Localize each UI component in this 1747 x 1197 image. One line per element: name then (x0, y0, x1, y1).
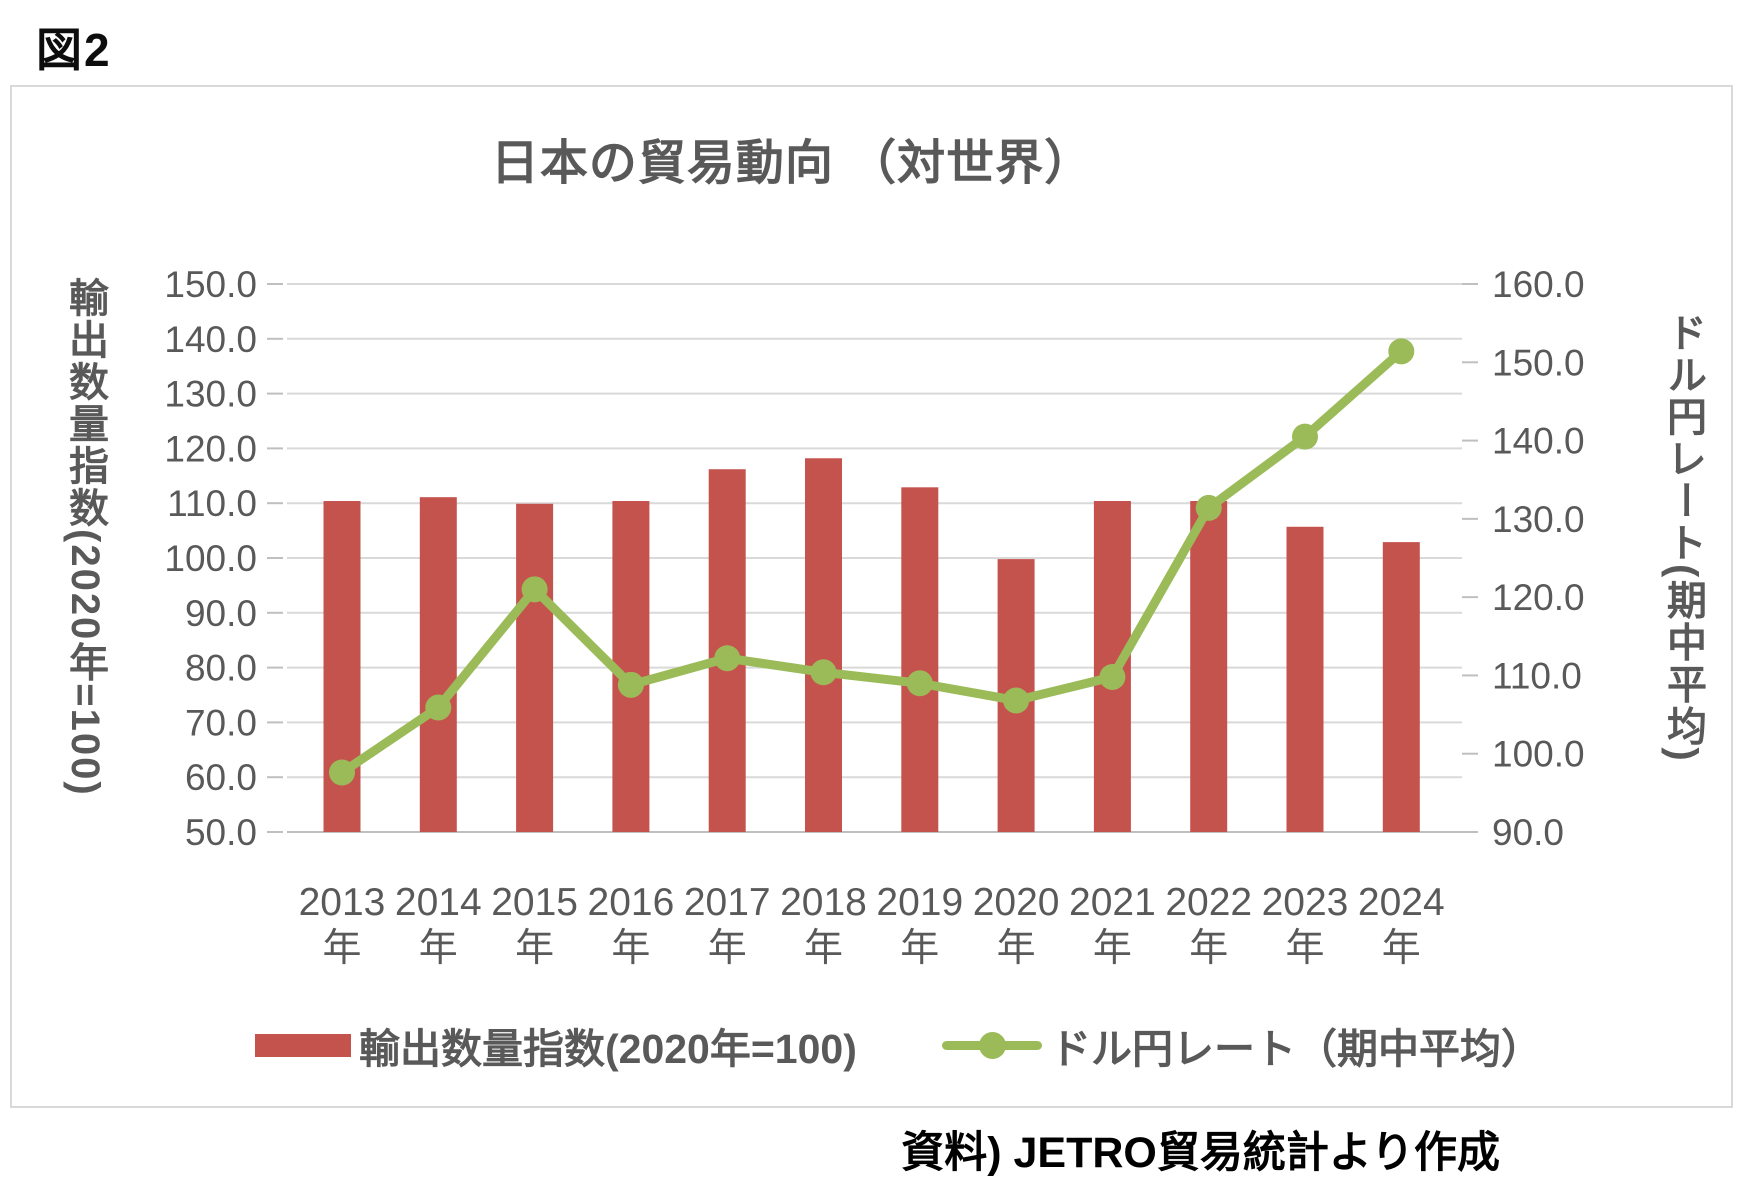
left-axis-tick-label: 120.0 (164, 428, 257, 469)
legend-item-export-index: 輸出数量指数(2020年=100) (255, 1019, 857, 1072)
line-series-marker-icon (942, 1031, 1042, 1059)
x-axis-label-2018: 2018 年 (780, 881, 867, 970)
x-axis-label-2016: 2016 年 (588, 881, 675, 970)
x-axis-label-2020: 2020 年 (973, 881, 1060, 970)
line-point-2017 (714, 645, 741, 672)
x-axis-label-2023: 2023 年 (1262, 881, 1349, 970)
left-axis-tick-label: 60.0 (185, 757, 257, 798)
line-point-2023 (1292, 423, 1318, 450)
source-note: 資料) JETRO貿易統計より作成 (901, 1129, 1500, 1177)
line-point-2019 (906, 670, 933, 697)
bar-2019 (901, 487, 939, 832)
bar-2015 (516, 503, 554, 832)
right-axis-tick-label: 160.0 (1492, 264, 1585, 305)
left-axis-tick-label: 110.0 (167, 483, 257, 524)
bar-2022 (1190, 501, 1228, 832)
right-axis-tick-label: 90.0 (1492, 812, 1564, 853)
legend-item-usdjpy-rate: ドル円レート（期中平均） (942, 1019, 1542, 1072)
chart-title: 日本の貿易動向 （対世界） (490, 137, 1094, 190)
left-axis-tick-label: 70.0 (185, 702, 257, 743)
right-axis-tick-label: 130.0 (1492, 499, 1585, 540)
left-axis-title: 輸出数量指数(2020年=100) (63, 277, 107, 797)
left-axis-tick-label: 80.0 (185, 648, 257, 689)
bar-2018 (805, 458, 842, 832)
bar-series-swatch-icon (255, 1033, 351, 1057)
x-axis-label-2022: 2022 年 (1165, 881, 1252, 970)
right-axis-tick-label: 150.0 (1492, 342, 1585, 383)
line-point-2021 (1099, 663, 1126, 690)
line-point-2014 (425, 694, 452, 721)
right-axis-tick-label: 140.0 (1492, 421, 1585, 462)
x-axis-label-2014: 2014 年 (395, 881, 482, 970)
legend-label-usdjpy-rate: ドル円レート（期中平均） (1050, 1026, 1542, 1072)
line-point-2015 (521, 576, 548, 603)
line-point-2020 (1003, 687, 1030, 714)
line-point-2018 (810, 659, 837, 686)
chart-area: 150.0 140.0 130.0 120.0 110.0 100.0 90.0 80.0 70… (10, 85, 1733, 1108)
legend-label-export-index: 輸出数量指数(2020年=100) (359, 1026, 857, 1072)
x-axis-label-2017: 2017 年 (684, 881, 771, 970)
line-point-2016 (617, 671, 644, 698)
line-point-2022 (1195, 494, 1222, 521)
bar-2014 (419, 497, 457, 832)
left-axis-tick-label: 140.0 (164, 319, 257, 360)
usdjpy-line (337, 346, 1406, 778)
bar-2024 (1382, 542, 1420, 832)
right-axis-tick-label: 120.0 (1492, 577, 1585, 618)
x-axis-label-2013: 2013 年 (299, 881, 386, 970)
left-axis-tick-label: 90.0 (185, 593, 257, 634)
line-point-2024 (1388, 338, 1415, 365)
x-axis-label-2021: 2021 年 (1069, 881, 1156, 970)
left-axis-tick-label: 100.0 (164, 538, 257, 579)
plot-canvas: 150.0 140.0 130.0 120.0 110.0 100.0 90.0 80.0 70… (164, 264, 1585, 970)
x-axis-label-2015: 2015 年 (491, 881, 578, 970)
left-axis-tick-label: 150.0 (164, 264, 257, 305)
right-axis-title: ドル円レート(期中平均) (1661, 311, 1705, 763)
legend: 輸出数量指数(2020年=100) ドル円レート（期中平均） (12, 1019, 1735, 1072)
left-axis-tick-label: 50.0 (185, 812, 257, 853)
right-axis-tick-label: 110.0 (1492, 655, 1582, 696)
line-point-2013 (329, 759, 355, 786)
right-axis-tick-label: 100.0 (1492, 734, 1585, 775)
figure-label: 図2 (36, 24, 112, 76)
left-axis-tick-label: 130.0 (164, 374, 257, 415)
x-axis-label-2024: 2024 年 (1358, 881, 1445, 970)
bar-2023 (1286, 526, 1324, 832)
x-axis-label-2019: 2019 年 (876, 881, 963, 970)
